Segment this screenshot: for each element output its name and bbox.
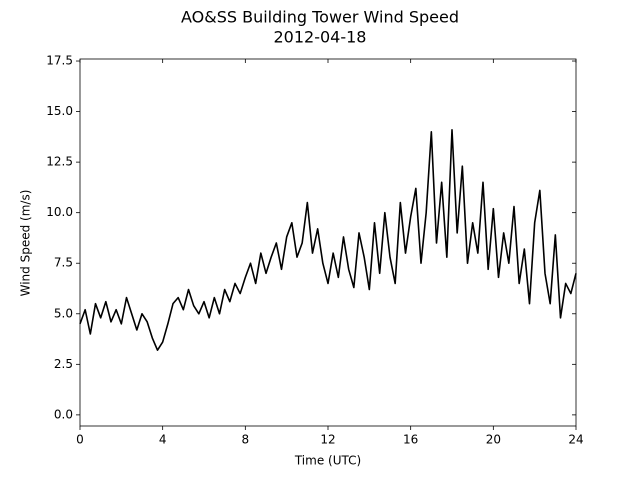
y-tick-label: 10.0 [46,205,73,219]
y-tick-label: 0.0 [54,407,73,421]
y-tick-label: 5.0 [54,306,73,320]
x-tick-label: 24 [568,433,583,447]
y-tick-label: 12.5 [46,155,73,169]
y-tick-label: 15.0 [46,104,73,118]
chart-title: AO&SS Building Tower Wind Speed [181,8,459,27]
x-axis-label: Time (UTC) [294,454,361,468]
plot-frame [79,58,577,427]
y-tick-label: 17.5 [46,54,73,68]
x-tick-label: 12 [320,433,335,447]
x-tick-label: 4 [159,433,167,447]
x-tick-label: 0 [76,433,84,447]
chart-subtitle: 2012-04-18 [274,28,367,47]
x-tick-label: 8 [242,433,250,447]
x-tick-label: 16 [403,433,418,447]
y-tick-label: 7.5 [54,256,73,270]
x-tick-label: 20 [486,433,501,447]
y-tick-label: 2.5 [54,357,73,371]
y-axis-label: Wind Speed (m/s) [19,190,33,297]
wind-line [79,128,577,351]
